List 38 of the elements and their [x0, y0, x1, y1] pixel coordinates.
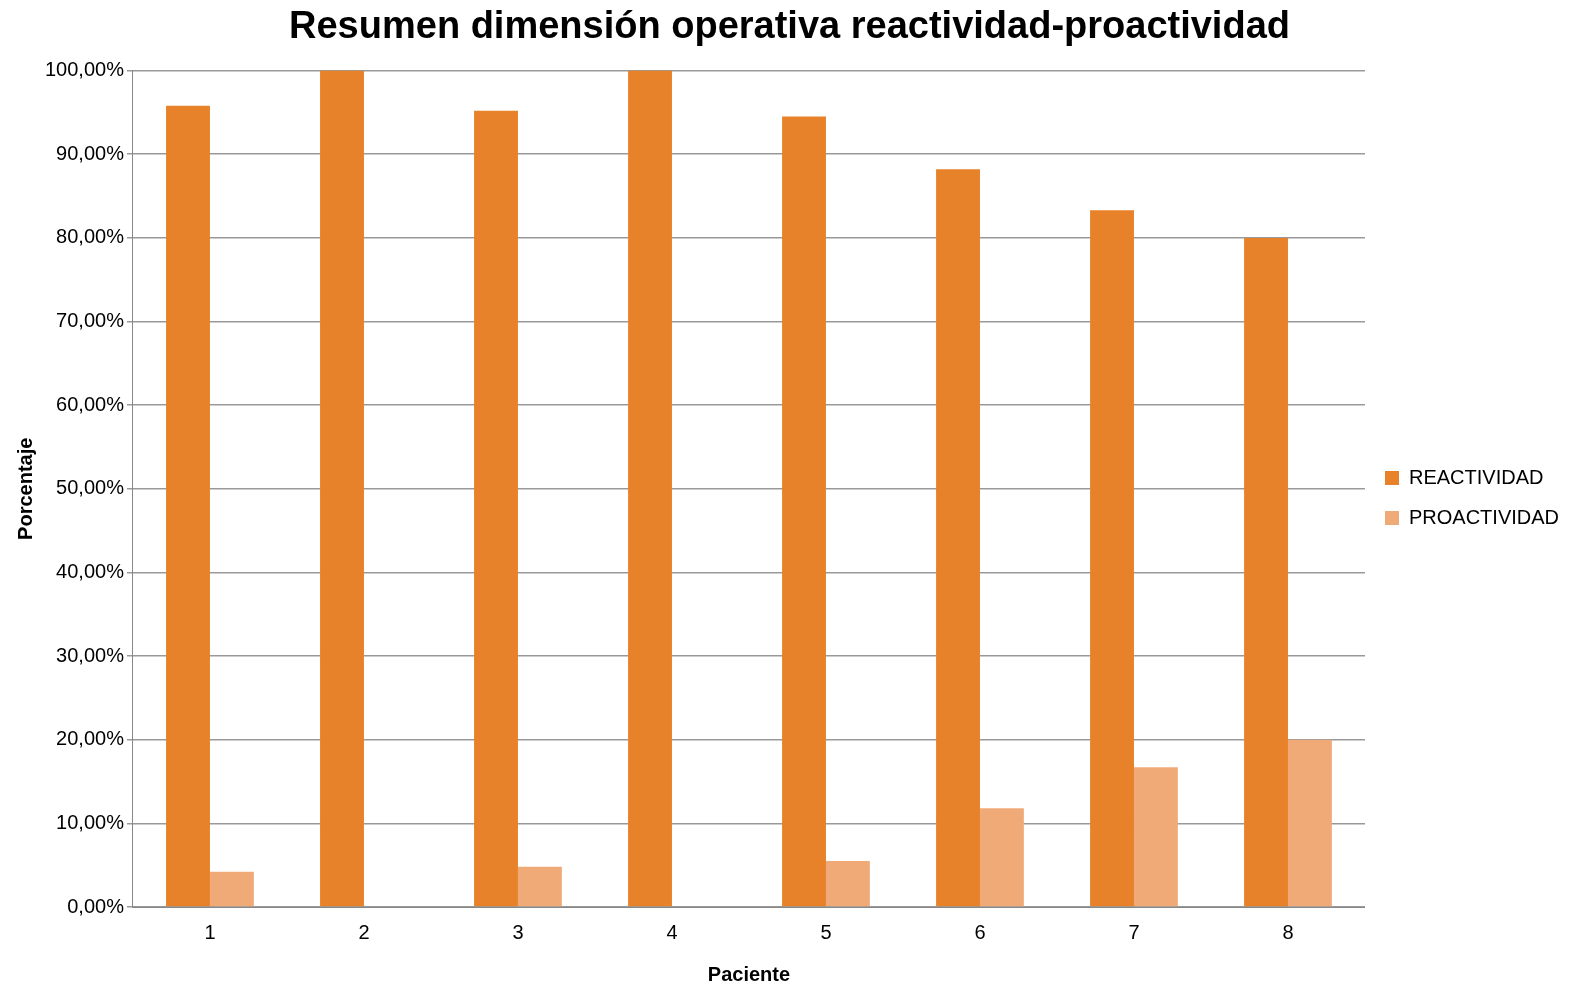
bar: [474, 110, 518, 907]
bar: [782, 116, 826, 907]
y-tick-label: 0,00%: [67, 894, 125, 917]
y-tick-label: 100,00%: [44, 58, 125, 81]
bar: [517, 866, 562, 907]
y-tick-label: 90,00%: [56, 141, 125, 164]
y-tick-label: 20,00%: [56, 727, 125, 750]
y-tick-label: 10,00%: [56, 810, 125, 833]
x-tick-label: 7: [1128, 920, 1140, 943]
bar: [1287, 739, 1332, 907]
bar: [936, 169, 980, 907]
x-tick-label: 6: [974, 920, 986, 943]
bar: [209, 871, 254, 907]
y-tick-label: 70,00%: [56, 309, 125, 332]
bar: [979, 808, 1024, 907]
x-tick-label: 2: [358, 920, 370, 943]
x-tick-label: 3: [512, 920, 524, 943]
bar: [825, 861, 870, 907]
x-tick-label: 1: [204, 920, 216, 943]
legend-label: REACTIVIDAD: [1408, 465, 1544, 488]
bar: [1244, 237, 1288, 907]
y-axis-title: Porcentaje: [13, 437, 36, 540]
bar: [166, 105, 210, 907]
bar: [1133, 767, 1178, 907]
x-tick-label: 5: [820, 920, 832, 943]
bar: [628, 70, 672, 907]
y-tick-label: 30,00%: [56, 643, 125, 666]
x-tick-label: 4: [666, 920, 678, 943]
chart-title: Resumen dimensión operativa reactividad-proactividad: [289, 4, 1290, 47]
y-tick-label: 40,00%: [56, 559, 125, 582]
bar: [320, 70, 364, 907]
x-tick-label: 8: [1282, 920, 1294, 943]
x-axis-title: Paciente: [707, 962, 791, 985]
bar: [1090, 210, 1134, 907]
y-tick-label: 80,00%: [56, 225, 125, 248]
legend-label: PROACTIVIDAD: [1408, 505, 1560, 528]
y-tick-label: 60,00%: [56, 392, 125, 415]
y-tick-label: 50,00%: [56, 476, 125, 499]
